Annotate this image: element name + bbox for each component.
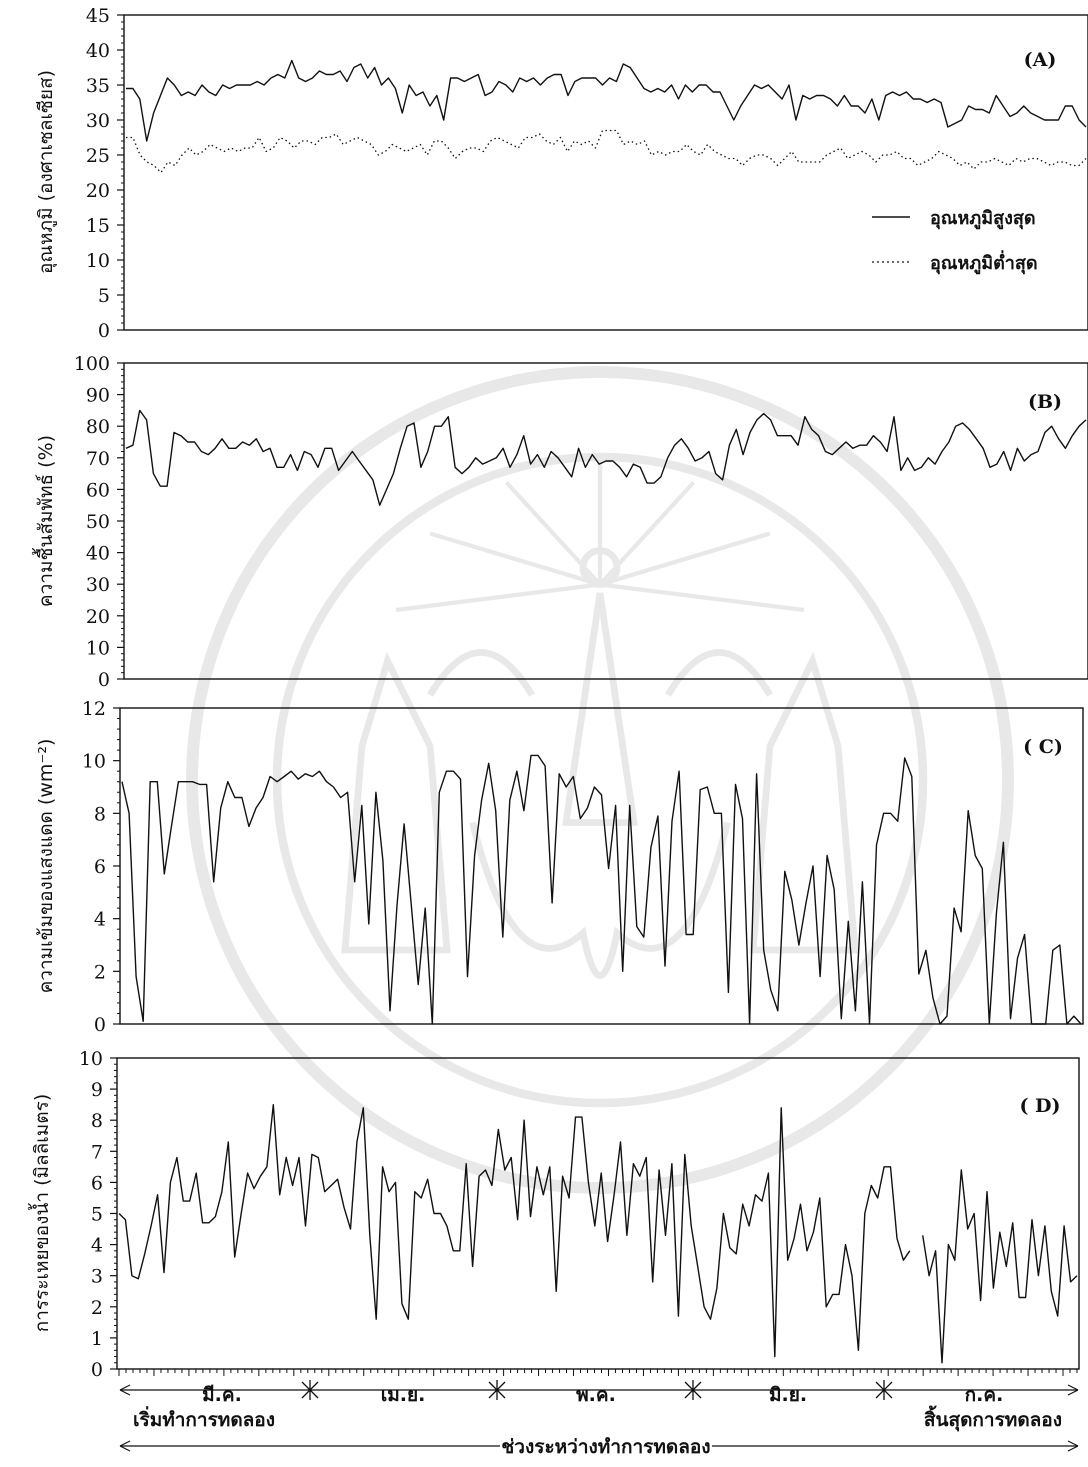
legend: อุณหภูมิสูงสุด อุณหภูมิต่ำสุด [872, 208, 1038, 275]
panel-a-y-tick-label: 10 [86, 250, 110, 272]
panel-d-y-tick-label: 1 [91, 1328, 103, 1350]
panel-a-y-tick-label: 15 [86, 215, 110, 237]
panel-a-y-tick-label: 20 [86, 180, 110, 202]
panel-a-y-ticks: 0 5 10 15 20 25 30 35 40 45 [86, 5, 124, 342]
panel-b-y-tick-label: 100 [74, 353, 110, 375]
panel-a-y-tick-label: 0 [98, 320, 110, 342]
panel-a-series-2-line [126, 129, 1087, 174]
panel-d-frame [116, 1057, 1080, 1370]
panel-a: 0 5 10 15 20 25 30 35 40 45 อุณหภูมิ (องศาเซลเซีย… [35, 5, 1088, 342]
legend-max-label: อุณหภูมิสูงสุด [930, 208, 1036, 230]
timeline: มี.ค. เม.ย. พ.ค. มิ.ย. ก.ค. เริ่มทำการทด… [119, 1380, 1079, 1458]
month-separator-1 [301, 1380, 319, 1400]
panel-c: 0 2 4 6 8 10 12 ความเข้มของแสงแดด (wm⁻²) ( C) [35, 698, 1084, 1036]
panel-a-y-tick-label: 30 [86, 110, 110, 132]
panel-a-y-tick-label: 45 [86, 5, 110, 27]
panel-d-label: ( D) [1019, 1095, 1060, 1117]
panel-b-y-tick-label: 0 [98, 669, 110, 691]
timeline-right-arrowhead [1067, 1384, 1079, 1396]
panel-a-series-1-line [126, 59, 1087, 142]
panel-b-y-ticks: 0 10 20 30 40 50 60 70 80 90 100 [74, 353, 124, 691]
panel-d-y-ticks: 0 1 2 3 4 5 6 7 8 9 10 [79, 1048, 117, 1381]
panel-a-frame [123, 14, 1088, 331]
panel-b-plot [125, 409, 1087, 506]
panel-c-y-tick-label: 8 [94, 803, 106, 825]
panel-b-y-tick-label: 20 [86, 606, 110, 628]
month-label-may: พ.ค. [576, 1384, 616, 1406]
panel-d-y-tick-label: 7 [91, 1141, 103, 1163]
timeline-left-arrowhead [119, 1384, 131, 1396]
panel-d-y-tick-label: 6 [91, 1172, 103, 1194]
panel-b-y-tick-label: 60 [86, 479, 110, 501]
panel-d-y-tick-label: 9 [91, 1079, 103, 1101]
panel-c-frame [119, 707, 1084, 1025]
panel-c-y-tick-label: 0 [94, 1014, 106, 1036]
panel-b: 0 10 20 30 40 50 60 70 80 90 100 ความชื้นสัมพัทธ์ … [32, 353, 1088, 691]
panel-c-series-1-line [121, 754, 1082, 1025]
month-separator-2 [488, 1380, 506, 1400]
month-label-jul: ก.ค. [965, 1384, 1004, 1406]
panel-a-y-tick-label: 35 [86, 75, 110, 97]
panel-a-y-tick-label: 5 [98, 285, 110, 307]
panel-a-y-tick-label: 25 [86, 145, 110, 167]
panel-b-y-tick-label: 70 [86, 448, 110, 470]
month-label-jun: มิ.ย. [769, 1384, 807, 1406]
experiment-start-label: เริ่มทำการทดลอง [133, 1406, 275, 1431]
panel-d-y-tick-label: 3 [91, 1266, 103, 1288]
panel-b-series-1-line [125, 409, 1087, 506]
panel-b-y-tick-label: 10 [86, 637, 110, 659]
month-separator-3 [684, 1380, 702, 1400]
panel-a-y-axis-label: อุณหภูมิ (องศาเซลเซียส) [35, 70, 58, 274]
panel-a-plot [126, 59, 1087, 174]
month-label-apr: เม.ย. [381, 1384, 426, 1406]
panel-b-y-tick-label: 90 [86, 385, 110, 407]
panel-d-y-tick-label: 0 [91, 1359, 103, 1381]
panel-b-y-tick-label: 80 [86, 416, 110, 438]
panel-c-y-axis-label: ความเข้มของแสงแดด (wm⁻²) [35, 739, 57, 994]
panel-d-plot [118, 1104, 1078, 1376]
panel-c-plot [121, 754, 1082, 1025]
panel-c-y-tick-label: 10 [82, 751, 106, 773]
panel-c-label: ( C) [1023, 736, 1063, 758]
panel-a-label: (A) [1024, 49, 1057, 71]
period-left-arrowhead [119, 1440, 131, 1452]
panel-c-y-tick-label: 4 [94, 909, 106, 931]
panel-d-y-tick-label: 5 [91, 1204, 103, 1226]
panel-a-y-tick-label: 40 [86, 40, 110, 62]
panel-d-series-1-line [118, 1104, 1078, 1364]
panel-c-y-ticks: 0 2 4 6 8 10 12 [82, 698, 120, 1036]
panel-b-y-tick-label: 50 [86, 511, 110, 533]
panel-c-y-tick-label: 12 [82, 698, 106, 720]
panel-d-y-tick-label: 4 [91, 1235, 103, 1257]
experiment-end-label: สิ้นสุดการทดลอง [924, 1405, 1062, 1432]
panel-d-y-axis-label: การระเหยของน้ำ (มิลลิเมตร) [28, 1094, 53, 1333]
panel-c-y-tick-label: 6 [94, 856, 106, 878]
panel-d-y-tick-label: 8 [91, 1110, 103, 1132]
legend-min-label: อุณหภูมิต่ำสุด [930, 250, 1038, 275]
panel-b-y-tick-label: 40 [86, 543, 110, 565]
panel-d-y-tick-label: 2 [91, 1297, 103, 1319]
experiment-period-label: ช่วงระหว่างทำการทดลอง [501, 1436, 710, 1458]
panel-b-y-tick-label: 30 [86, 574, 110, 596]
panel-b-frame [123, 362, 1088, 680]
panel-d-y-tick-label: 10 [79, 1048, 103, 1070]
panel-b-label: (B) [1028, 391, 1062, 413]
month-label-mar: มี.ค. [202, 1384, 242, 1406]
month-separator-4 [875, 1380, 893, 1400]
panel-b-y-axis-label: ความชื้นสัมพัทธ์ (%) [32, 435, 57, 607]
panel-c-y-tick-label: 2 [94, 961, 106, 983]
period-right-arrowhead [1067, 1440, 1079, 1452]
